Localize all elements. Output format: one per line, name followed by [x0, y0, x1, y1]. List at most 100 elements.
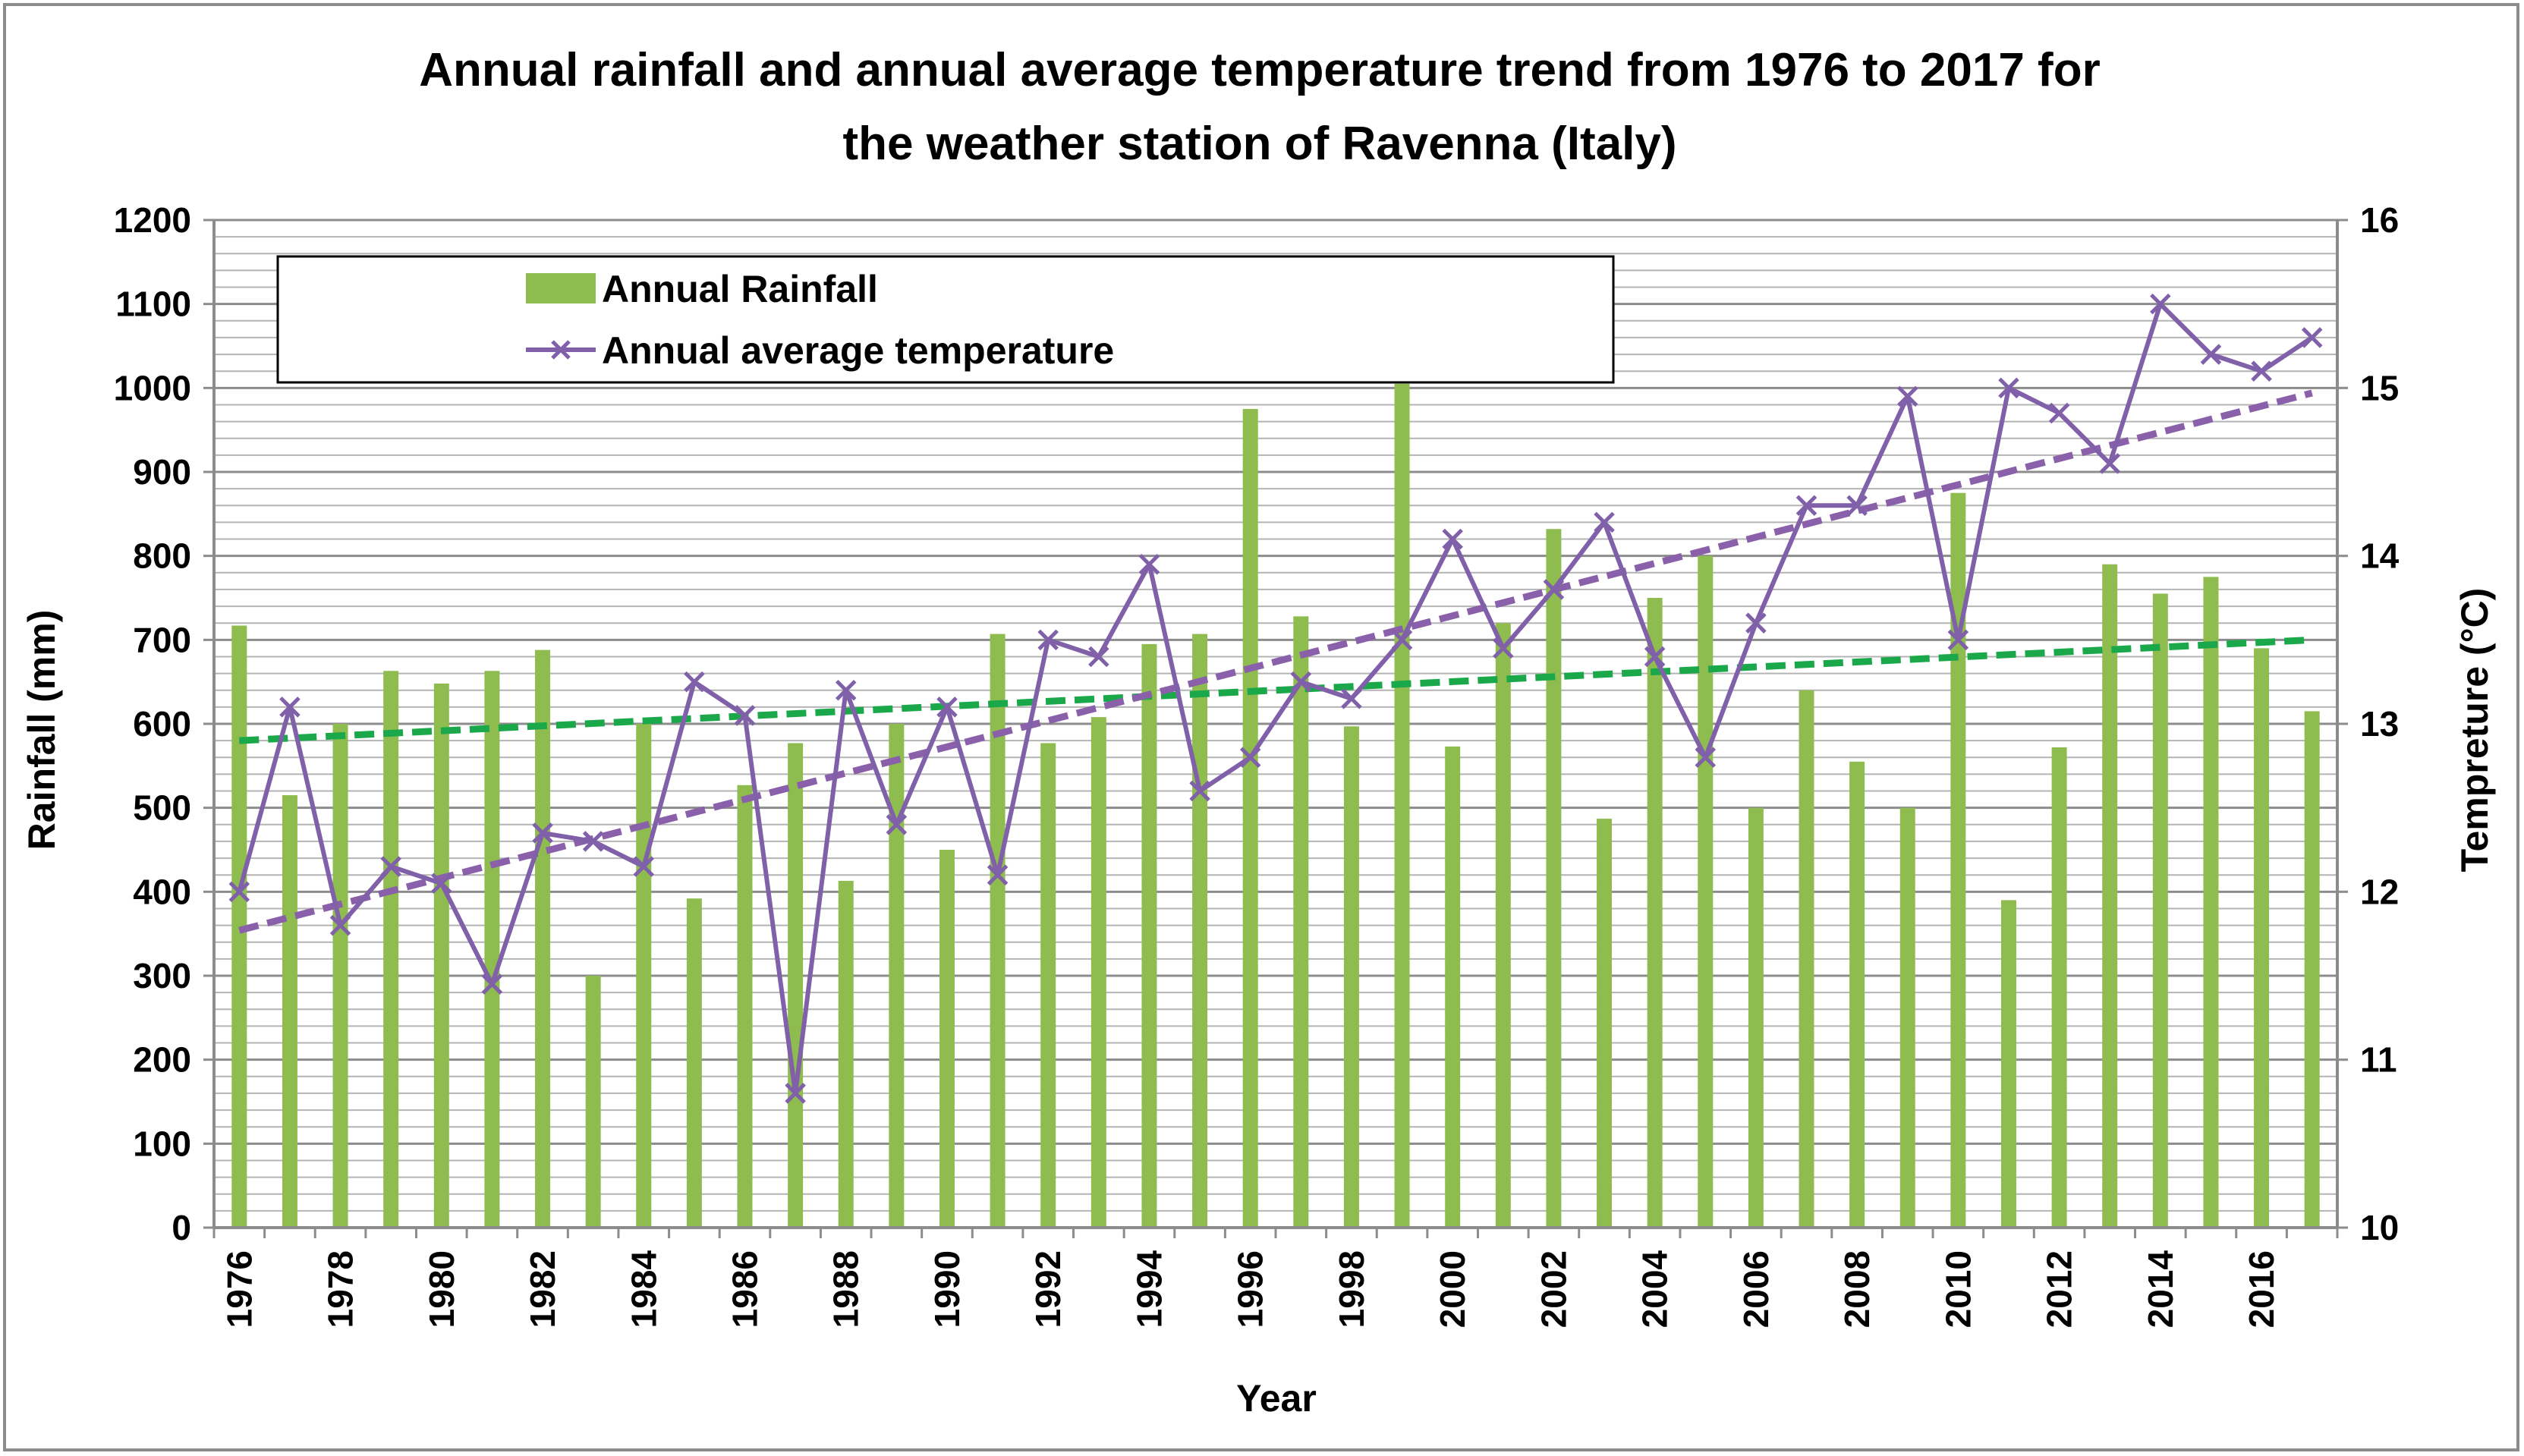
y-axis-left-tick-label: 900: [133, 452, 191, 492]
rainfall-bar-1999: [1394, 383, 1410, 1228]
rainfall-bar-1983: [585, 976, 601, 1228]
temperature-point-1985: [684, 671, 705, 693]
x-axis-tick-label: 1998: [1332, 1250, 1371, 1328]
temperature-point-1977: [279, 697, 301, 718]
legend-box: [276, 255, 1615, 384]
temperature-point-2003: [1594, 511, 1615, 533]
x-axis-tick-label: 2000: [1433, 1250, 1472, 1328]
temperature-point-2008: [1846, 495, 1868, 517]
rainfall-bar-1978: [332, 724, 348, 1228]
rainfall-bar-1991: [990, 634, 1006, 1228]
rainfall-bar-1993: [1090, 717, 1106, 1228]
temperature-point-2001: [1493, 637, 1514, 659]
rainfall-bar-1988: [838, 880, 854, 1228]
x-axis-tick-label: 2004: [1635, 1250, 1675, 1329]
rainfall-bar-2009: [1899, 807, 1915, 1228]
x-axis-tick-label: 1978: [321, 1250, 360, 1328]
rainfall-bar-2016: [2254, 648, 2270, 1228]
x-axis-tick-label: 1986: [725, 1250, 765, 1328]
legend-label-temperature: Annual average temperature: [602, 329, 1114, 372]
temperature-point-2009: [1896, 385, 1918, 407]
rainfall-bar-1996: [1242, 409, 1258, 1228]
y-axis-left-ticks: 0 100 200 300 400 500 600 700 800 900 1000 1100 1200: [114, 200, 191, 1247]
rainfall-bar-1984: [636, 724, 652, 1228]
rainfall-bar-2004: [1647, 598, 1663, 1228]
temperature-point-1984: [633, 856, 655, 877]
temperature-point-1995: [1189, 780, 1210, 802]
y-axis-left-tick-label: 100: [133, 1124, 191, 1163]
temperature-point-1982: [532, 822, 553, 844]
chart-title: Annual rainfall and annual average tempe…: [419, 44, 2100, 170]
temperature-point-2016: [2251, 360, 2272, 382]
temperature-point-1992: [1037, 629, 1059, 651]
temperature-point-2012: [2048, 402, 2070, 424]
rainfall-bar-1992: [1040, 743, 1056, 1228]
x-axis-tick-label: 2016: [2242, 1250, 2281, 1328]
rainfall-bar-2014: [2152, 593, 2168, 1228]
temperature-point-2005: [1695, 747, 1717, 769]
temperature-point-1998: [1341, 688, 1362, 709]
rainfall-bar-1990: [939, 850, 955, 1228]
rainfall-bar-1980: [433, 683, 449, 1228]
chart-title-line-2: the weather station of Ravenna (Italy): [843, 118, 1677, 170]
y-axis-left-tick-label: 400: [133, 872, 191, 911]
rainfall-bar-2013: [2102, 564, 2118, 1228]
legend-swatch-rainfall: [526, 273, 596, 303]
x-axis-tick-label: 1996: [1231, 1250, 1270, 1328]
rainfall-bar-1995: [1192, 634, 1208, 1228]
legend-swatch-temperature-marker: [551, 340, 571, 360]
y-axis-right-tick-label: 10: [2360, 1208, 2399, 1247]
gridlines: [214, 219, 2337, 1212]
temperature-point-1997: [1290, 671, 1312, 693]
temperature-point-1976: [228, 881, 250, 903]
rainfall-bar-1994: [1141, 643, 1157, 1228]
y-axis-left-tick-label: 1000: [114, 368, 191, 407]
x-axis-title: Year: [1236, 1377, 1317, 1420]
rainfall-bar-2005: [1698, 555, 1714, 1228]
temperature-point-1978: [329, 914, 351, 936]
x-axis-tick-label: 2010: [1938, 1250, 1978, 1328]
y-axis-left-tick-label: 800: [133, 536, 191, 576]
temperature-line: [237, 301, 2314, 1096]
y-axis-left-tick-label: 200: [133, 1040, 191, 1080]
x-axis-tick-label: 2014: [2141, 1250, 2180, 1329]
y-axis-left-tick-label: 300: [133, 956, 191, 995]
temperature-point-2006: [1745, 612, 1767, 634]
x-axis-tick-label: 2008: [1837, 1250, 1877, 1328]
rainfall-bar-1976: [231, 625, 247, 1228]
y-axis-right-title: Tempreture (°C): [2453, 588, 2496, 873]
rainfall-bar-2001: [1495, 623, 1511, 1228]
rainfall-bar-1987: [788, 743, 804, 1228]
temperature-point-1991: [987, 864, 1009, 885]
y-axis-left-tick-label: 700: [133, 620, 191, 659]
rainfall-bar-1989: [889, 724, 905, 1228]
temperature-series: [228, 293, 2323, 1104]
temperature-point-2002: [1543, 579, 1565, 600]
y-axis-left-tick-label: 0: [172, 1208, 191, 1247]
temperature-point-1996: [1239, 747, 1261, 769]
x-axis-tick-label: 2002: [1534, 1250, 1573, 1328]
temperature-point-2004: [1644, 646, 1666, 668]
axes: [203, 219, 2348, 1238]
x-axis-tick-label: 1982: [523, 1250, 562, 1328]
temperature-point-1993: [1088, 646, 1109, 668]
temperature-point-2017: [2301, 327, 2323, 348]
x-axis-tick-label: 2012: [2040, 1250, 2079, 1328]
y-axis-right-tick-label: 13: [2360, 704, 2399, 744]
x-axis-tick-label: 1980: [422, 1250, 461, 1328]
x-axis-tick-label: 1994: [1129, 1250, 1169, 1329]
rainfall-bar-1981: [484, 671, 500, 1228]
temperature-point-2007: [1795, 495, 1817, 517]
y-axis-right-ticks: 10 11 12 13 14 15 16: [2360, 200, 2400, 1247]
temperature-point-1989: [886, 814, 908, 835]
temperature-point-2015: [2200, 344, 2222, 365]
y-axis-left-tick-label: 1200: [114, 200, 191, 240]
x-axis-tick-label: 1988: [826, 1250, 866, 1328]
x-axis-ticks: 1976 1978 1980 1982 1984 1986 1988 1990 1992 1994…: [219, 1250, 2281, 1329]
x-axis-tick-label: 1976: [219, 1250, 259, 1328]
rainfall-bar-1997: [1293, 616, 1309, 1228]
rainfall-bars: [231, 383, 2320, 1228]
y-axis-right-tick-label: 14: [2360, 536, 2400, 576]
rainfall-bar-2007: [1799, 690, 1814, 1228]
